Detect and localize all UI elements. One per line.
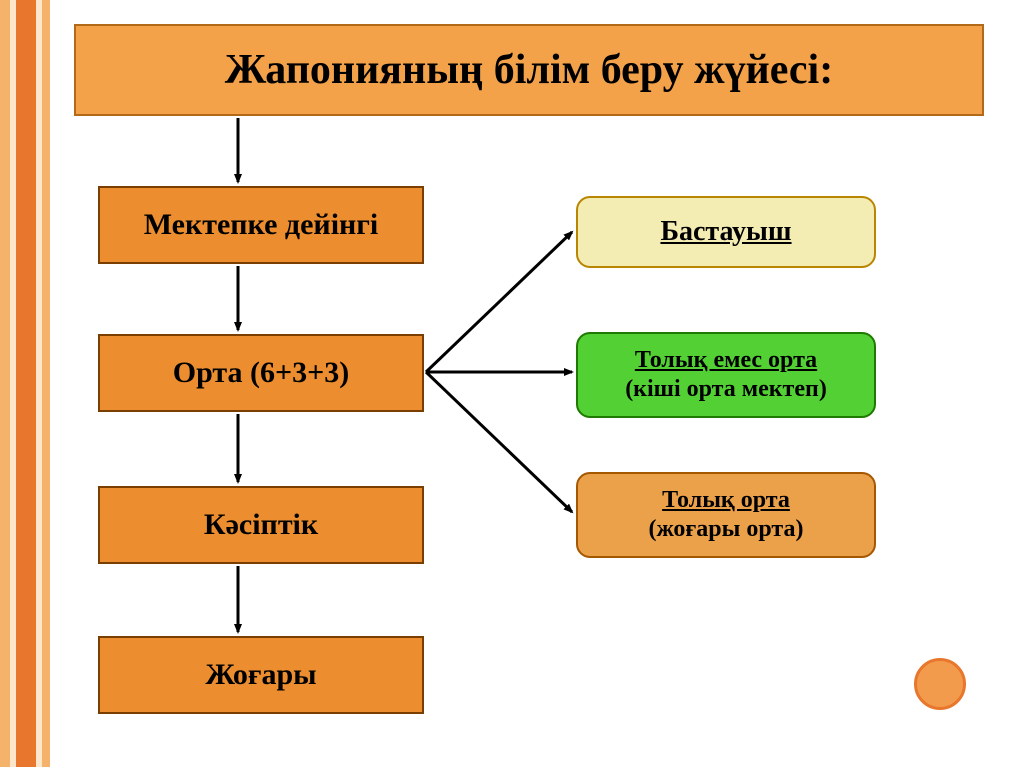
left-box-vocational: Кәсіптік [98, 486, 424, 564]
right-box-title: Бастауыш [660, 215, 791, 249]
right-box-upper-sec: Толық орта(жоғары орта) [576, 472, 876, 558]
title-bar: Жапонияның білім беру жүйесі: [74, 24, 984, 116]
right-box-sub: (кіші орта мектеп) [625, 375, 827, 404]
left-box-higher: Жоғары [98, 636, 424, 714]
right-box-lower-sec: Толық емес орта(кіші орта мектеп) [576, 332, 876, 418]
right-box-title: Толық емес орта [635, 346, 817, 375]
left-box-label: Мектепке дейінгі [144, 207, 379, 243]
right-box-title: Толық орта [662, 486, 790, 515]
left-box-label: Орта (6+3+3) [173, 355, 349, 391]
title-text: Жапонияның білім беру жүйесі: [225, 46, 833, 94]
left-box-preschool: Мектепке дейінгі [98, 186, 424, 264]
left-box-label: Жоғары [205, 657, 316, 693]
right-box-primary: Бастауыш [576, 196, 876, 268]
left-box-label: Кәсіптік [204, 507, 318, 543]
left-box-secondary: Орта (6+3+3) [98, 334, 424, 412]
content-layer: Жапонияның білім беру жүйесі: Мектепке д… [0, 0, 1024, 767]
right-box-sub: (жоғары орта) [649, 515, 804, 544]
